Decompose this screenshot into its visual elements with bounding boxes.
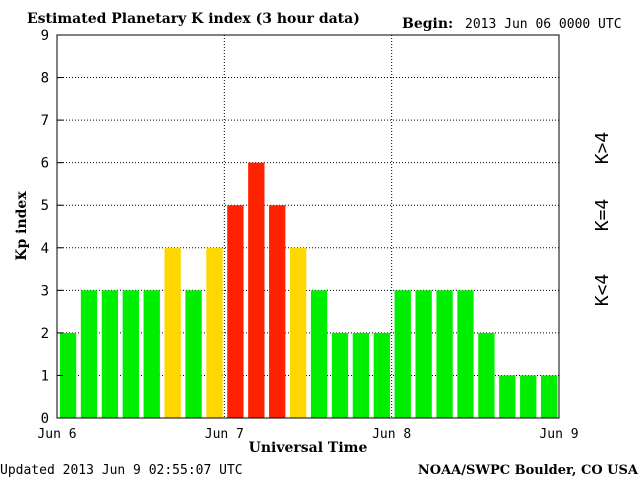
kp-bar [101,290,119,418]
y-tick-label: 0 [41,411,49,427]
legend-moderate: K=4 [592,199,613,232]
kp-bar [540,375,558,418]
x-tick-label: Jun 8 [372,427,411,442]
legend-low: K<4 [592,274,613,307]
y-axis-ticks: 0 1 2 3 4 5 6 7 8 9 [41,28,63,427]
kp-bar [289,247,307,418]
y-tick-label: 5 [41,198,49,214]
y-tick-label: 1 [41,368,49,384]
bar-series [59,162,558,418]
x-axis-ticks: Jun 6 Jun 7 Jun 8 Jun 9 [37,427,578,442]
kp-bar [373,332,390,418]
legend-high: K>4 [592,132,613,165]
kp-bar [206,247,223,418]
x-axis-label: Universal Time [249,440,368,456]
kp-bar [59,332,77,418]
kp-bar [415,290,432,418]
kp-bar [80,290,98,418]
updated-timestamp: Updated 2013 Jun 9 02:55:07 UTC [0,463,243,478]
plot-frame [56,34,560,419]
y-tick-label: 9 [41,28,49,44]
begin-value: 2013 Jun 06 0000 UTC [465,17,622,32]
y-tick-label: 3 [41,283,49,299]
kp-bar [227,205,244,418]
kp-bar [331,332,349,418]
kp-bar [394,290,411,418]
kp-bar [143,290,160,418]
y-axis-label: Kp index [14,191,30,261]
data-source: NOAA/SWPC Boulder, CO USA [418,463,639,478]
x-tick-label: Jun 6 [37,427,76,442]
kp-bar [185,290,202,418]
kp-bar [436,290,453,418]
y-tick-label: 4 [41,241,49,257]
legend: K<4 K=4 K>4 [592,132,613,307]
y-tick-label: 7 [41,113,49,129]
kp-bar [499,375,516,418]
gridlines [57,35,559,418]
kp-bar [310,290,328,418]
y-tick-label: 8 [41,71,49,87]
kp-bar [457,290,474,418]
begin-label: Begin: [402,16,453,32]
x-tick-label: Jun 9 [539,427,578,442]
kp-bar [122,290,139,418]
kp-bar [269,205,286,418]
x-tick-label: Jun 7 [205,427,244,442]
kp-bar [164,247,181,418]
kp-bar [478,332,495,418]
y-tick-label: 2 [41,326,49,342]
chart-title: Estimated Planetary K index (3 hour data… [27,11,360,27]
y-tick-label: 6 [41,156,49,172]
kp-bar [352,332,370,418]
kp-bar [248,162,265,418]
kp-bar [520,375,537,418]
